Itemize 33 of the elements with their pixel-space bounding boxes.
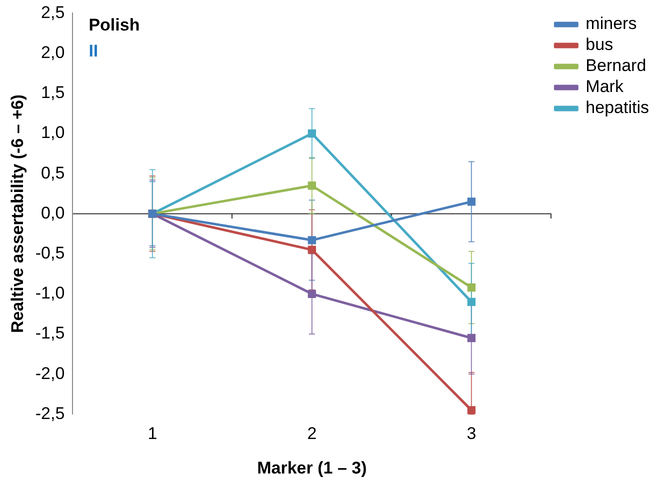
text: II [88,41,98,60]
y-tick-label: 2,5 [41,2,65,22]
point [308,246,316,254]
point [308,182,316,190]
y-tick-label: -0,5 [35,243,65,262]
point [467,406,476,414]
point [467,334,476,342]
y-axis-title: Realtive assertability (-6 – +6) [8,94,27,333]
y-tick-label: 2,0 [41,42,65,62]
x-tick-label: 3 [466,424,476,444]
legend-label: miners [586,14,637,34]
y-tick-label: -1,5 [35,324,65,343]
y-tick-label: -1,0 [35,284,65,303]
legend-label: bus [586,35,614,54]
y-tick-label: 1,0 [41,123,65,142]
x-tick-label: 1 [148,424,158,444]
y-tick-label: -2,0 [35,364,65,383]
legend-label: hepatitis [586,98,650,118]
x-axis-title: Marker (1 – 3) [257,458,367,478]
legend-label: Mark [586,77,624,96]
point [467,283,476,292]
legend-label: Bernard [586,56,646,76]
point [308,129,316,138]
point [308,236,316,244]
x-tick-label: 2 [307,424,317,444]
point [467,198,476,206]
y-tick-label: 0,5 [41,163,65,182]
y-tick-label: 0,0 [41,203,65,222]
y-tick-label: 1,5 [41,83,65,102]
point [467,298,476,306]
point [308,290,316,298]
chart-title: Polish [88,15,140,34]
y-tick-label: -2,5 [35,404,65,423]
